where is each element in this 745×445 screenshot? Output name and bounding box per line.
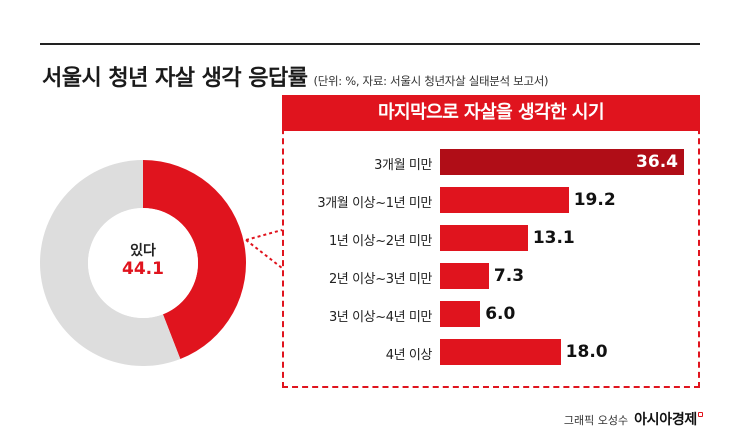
top-rule <box>40 43 700 45</box>
graphic-credit: 그래픽 오성수 <box>563 414 629 427</box>
chart-title: 서울시 청년 자살 생각 응답률 <box>42 66 308 91</box>
donut-hole <box>88 208 198 318</box>
credit-line: 그래픽 오성수 아시아경제 <box>564 409 703 429</box>
bar-panel-frame <box>282 118 700 388</box>
brand-logo: 아시아경제 <box>634 412 697 428</box>
donut-slice-rest <box>39 160 181 366</box>
dashed-connector <box>245 229 283 269</box>
donut-svg <box>39 160 246 366</box>
donut-slice-yes <box>143 160 246 360</box>
chart-subtitle: (단위: %, 자료: 서울시 청년자살 실태분석 보고서) <box>313 74 549 88</box>
chart-header: 서울시 청년 자살 생각 응답률 (단위: %, 자료: 서울시 청년자살 실태분… <box>42 60 549 92</box>
brand-mark-icon <box>698 412 703 417</box>
bar-panel-title: 마지막으로 자살을 생각한 시기 <box>282 95 700 131</box>
donut-chart: 있다 44.1 <box>39 160 246 366</box>
